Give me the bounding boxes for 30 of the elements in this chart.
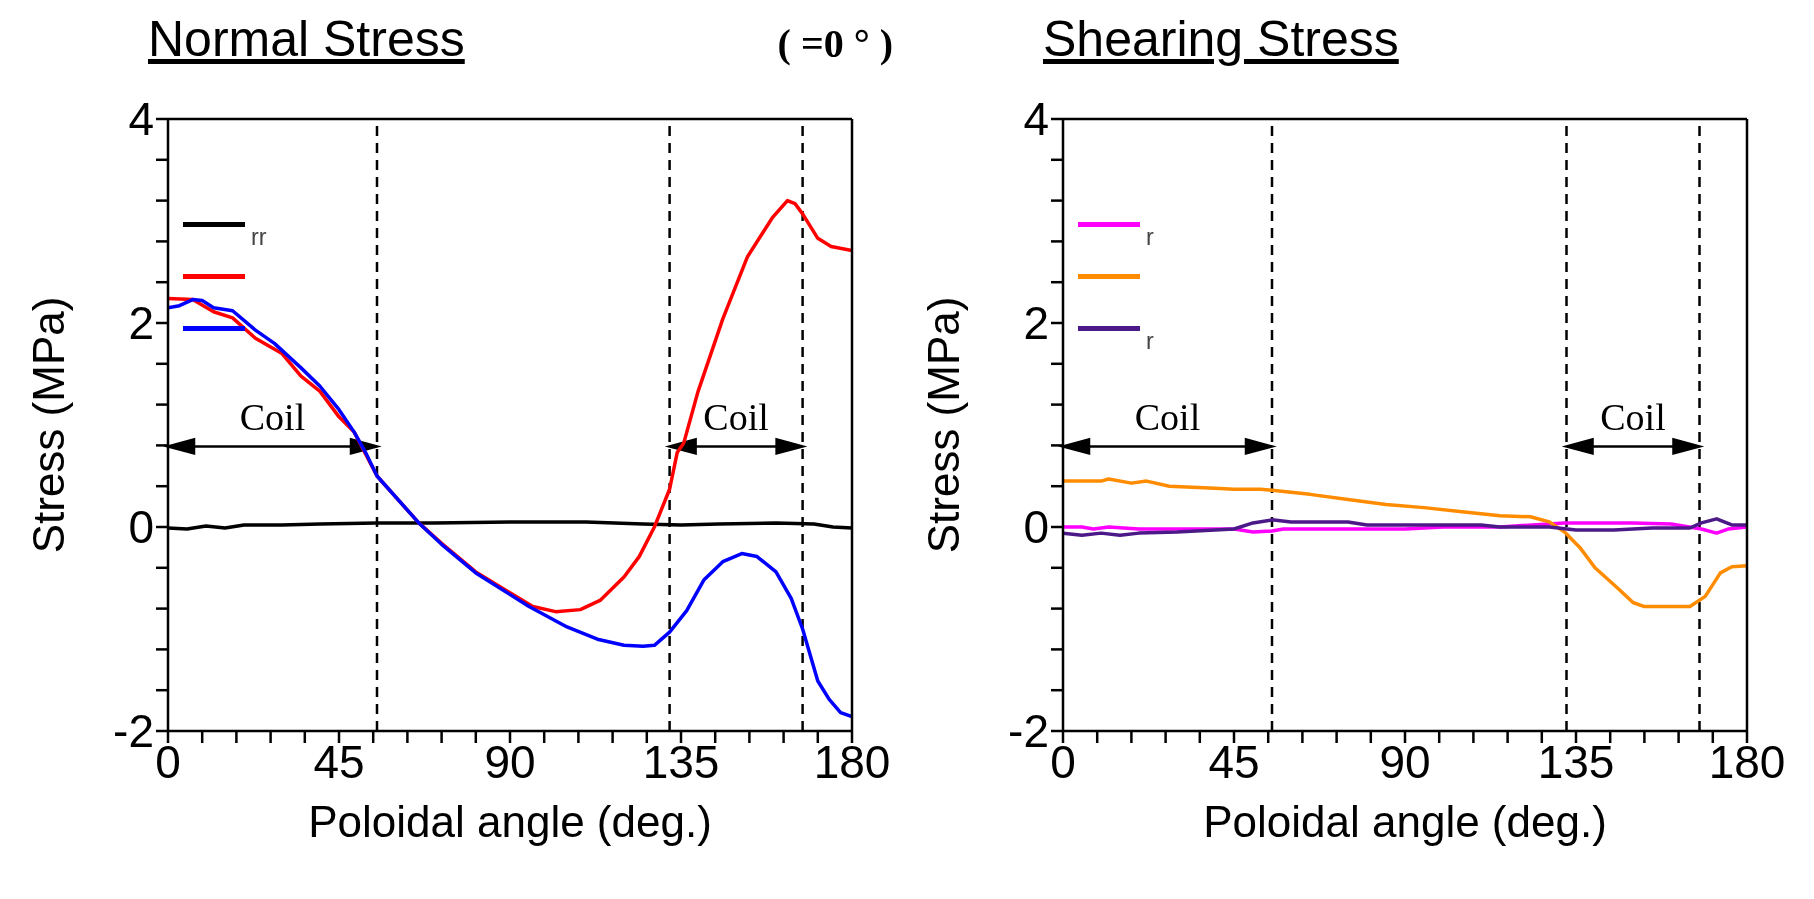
legend-label: r [1146, 223, 1154, 250]
x-tick-label: 135 [1537, 735, 1615, 788]
chart-title: Shearing Stress [1043, 10, 1399, 68]
annotation: Coil [703, 396, 769, 439]
y-tick-label: 4 [128, 93, 154, 146]
annotation: Coil [1134, 396, 1201, 439]
y-axis-title: Stress (MPa) [918, 296, 968, 554]
x-tick-label: 90 [484, 735, 536, 788]
x-tick-label: 180 [1708, 735, 1786, 788]
y-tick-label: -2 [113, 705, 154, 758]
y-tick-label: 2 [1023, 297, 1049, 350]
y-tick-label: 0 [128, 501, 154, 554]
y-axis-title: Stress (MPa) [23, 296, 73, 554]
y-tick-label: 2 [128, 297, 154, 350]
x-tick-label: 90 [1379, 735, 1431, 788]
chart-title: Normal Stress [148, 10, 465, 68]
y-tick-label: -2 [1008, 705, 1049, 758]
y-tick-label: 0 [1023, 501, 1049, 554]
annotation: Coil [239, 396, 306, 439]
legend-label: rr [251, 223, 267, 250]
x-tick-label: 45 [313, 735, 365, 788]
x-axis-title: Poloidal angle (deg.) [308, 797, 712, 846]
x-tick-label: 180 [813, 735, 891, 788]
x-axis-title: Poloidal angle (deg.) [1203, 797, 1607, 846]
x-tick-label: 45 [1208, 735, 1260, 788]
text: ( =0 ° ) [777, 20, 893, 67]
legend-label: r [1146, 327, 1154, 354]
y-tick-label: 4 [1023, 93, 1049, 146]
x-tick-label: 135 [642, 735, 720, 788]
annotation: Coil [1600, 396, 1666, 439]
